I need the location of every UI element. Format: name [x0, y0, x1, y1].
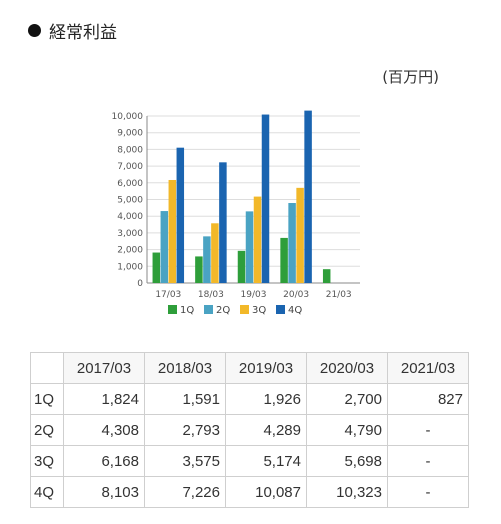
bar-3Q-20/03: [296, 187, 304, 283]
table-row-label: 4Q: [30, 476, 64, 508]
bar-1Q-17/03: [152, 252, 161, 283]
legend-swatch: [276, 305, 285, 314]
bar-1Q-20/03: [280, 237, 288, 283]
legend-label: 3Q: [252, 305, 266, 316]
table-cell: -: [387, 445, 469, 477]
x-tick-label: 19/03: [241, 290, 267, 300]
data-table: 2017/03 2018/03 2019/03 2020/03 2021/03 …: [30, 352, 469, 508]
bar-4Q-17/03: [176, 147, 185, 283]
y-tick-label: 0: [137, 279, 143, 289]
y-tick-label: 5,000: [117, 196, 143, 206]
y-tick-label: 2,000: [117, 246, 143, 256]
x-tick-label: 18/03: [198, 290, 224, 300]
legend-swatch: [168, 305, 177, 314]
table-cell: 10,323: [306, 476, 388, 508]
table-header-cell: 2020/03: [306, 352, 388, 384]
section-title-text: 経常利益: [49, 23, 117, 43]
legend-label: 4Q: [288, 305, 302, 316]
table-row-label: 3Q: [30, 445, 64, 477]
table-header-row: 2017/03 2018/03 2019/03 2020/03 2021/03: [30, 352, 469, 384]
bar-1Q-19/03: [237, 250, 246, 283]
table-cell: 3,575: [144, 445, 226, 477]
bar-1Q-21/03: [322, 269, 331, 283]
table-cell: 5,174: [225, 445, 307, 477]
table-header-cell: 2021/03: [387, 352, 469, 384]
table-cell: 4,289: [225, 414, 307, 446]
table-row: 1Q 1,824 1,591 1,926 2,700 827: [30, 383, 469, 415]
table-cell: 4,308: [63, 414, 145, 446]
table-cell: 1,824: [63, 383, 145, 415]
section-title: 経常利益: [28, 18, 117, 43]
bar-2Q-19/03: [245, 211, 254, 283]
table-row-label: 1Q: [30, 383, 64, 415]
bar-3Q-18/03: [211, 223, 219, 283]
x-tick-label: 20/03: [283, 290, 309, 300]
legend-swatch: [240, 305, 249, 314]
table-cell: 1,926: [225, 383, 307, 415]
table-cell: 8,103: [63, 476, 145, 508]
table-cell: 2,700: [306, 383, 388, 415]
table-row-label: 2Q: [30, 414, 64, 446]
x-tick-label: 21/03: [326, 290, 352, 300]
table-cell: 5,698: [306, 445, 388, 477]
table-cell: 827: [387, 383, 469, 415]
table-cell: 4,790: [306, 414, 388, 446]
y-tick-label: 10,000: [112, 112, 144, 122]
bar-4Q-18/03: [219, 162, 227, 283]
y-tick-label: 6,000: [117, 179, 143, 189]
bar-1Q-18/03: [195, 256, 203, 283]
table-cell: 7,226: [144, 476, 226, 508]
y-tick-label: 4,000: [117, 212, 143, 222]
bar-3Q-17/03: [168, 179, 177, 283]
table-cell: 2,793: [144, 414, 226, 446]
x-tick-label: 17/03: [155, 290, 181, 300]
bullet-icon: [28, 24, 41, 37]
table-header-cell: 2017/03: [63, 352, 145, 384]
table-corner-cell: [30, 352, 64, 384]
bar-2Q-18/03: [203, 236, 211, 283]
table-header-cell: 2019/03: [225, 352, 307, 384]
y-tick-label: 1,000: [117, 262, 143, 272]
ordinary-profit-chart: 0 1,000 2,000 3,000 4,000 5,000 6,000 7,000 8,00…: [112, 110, 360, 316]
table-cell: 1,591: [144, 383, 226, 415]
table-cell: -: [387, 476, 469, 508]
table-cell: -: [387, 414, 469, 446]
y-tick-label: 9,000: [117, 129, 143, 139]
legend-label: 2Q: [216, 305, 230, 316]
table-row: 3Q 6,168 3,575 5,174 5,698 -: [30, 445, 469, 477]
y-tick-label: 7,000: [117, 162, 143, 172]
bar-2Q-17/03: [160, 211, 169, 283]
table-cell: 6,168: [63, 445, 145, 477]
table-cell: 10,087: [225, 476, 307, 508]
bar-3Q-19/03: [253, 196, 262, 283]
unit-label: (百万円): [382, 68, 439, 86]
y-tick-label: 8,000: [117, 145, 143, 155]
y-tick-label: 3,000: [117, 229, 143, 239]
table-row: 4Q 8,103 7,226 10,087 10,323 -: [30, 476, 469, 508]
bar-2Q-20/03: [288, 203, 296, 283]
bar-4Q-19/03: [261, 114, 270, 283]
legend-swatch: [204, 305, 213, 314]
bar-4Q-20/03: [304, 110, 312, 283]
table-header-cell: 2018/03: [144, 352, 226, 384]
legend-label: 1Q: [180, 305, 194, 316]
table-row: 2Q 4,308 2,793 4,289 4,790 -: [30, 414, 469, 446]
